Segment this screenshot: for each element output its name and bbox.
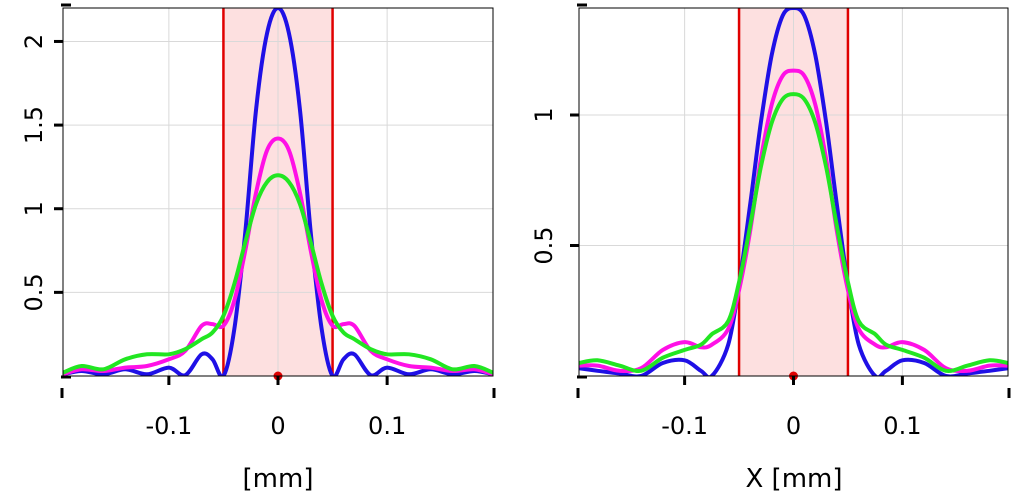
series-line-blue — [579, 8, 1008, 376]
chart-left: 0.5 1 1.5 2 -0.1 0 0.1 [mm] — [20, 3, 496, 494]
y-tick-label: 1 — [20, 201, 48, 216]
x-tick-label: 0 — [270, 412, 285, 440]
y-tick-label: 0.5 — [20, 273, 48, 311]
x-axis-label: X [mm] — [745, 464, 842, 494]
y-tick-label: 2 — [20, 34, 48, 49]
x-axis-label: [mm] — [243, 464, 314, 494]
y-tick-label: 1.5 — [20, 106, 48, 144]
series-line-magenta — [63, 136, 493, 376]
series-line-blue — [63, 8, 493, 376]
chart-right: 0.5 1 -0.1 0 0.1 X [mm] — [530, 3, 1011, 494]
y-tick-label: 1 — [530, 107, 558, 122]
x-tick-label: 0 — [786, 412, 801, 440]
series-line-magenta — [579, 68, 1008, 374]
y-tick-label: 0.5 — [530, 226, 558, 264]
x-tick-label: -0.1 — [145, 412, 192, 440]
x-tick-label: 0.1 — [883, 412, 921, 440]
series-line-green — [63, 173, 493, 375]
x-tick-label: 0.1 — [368, 412, 406, 440]
series-line-green — [579, 92, 1008, 374]
x-tick-label: -0.1 — [661, 412, 708, 440]
